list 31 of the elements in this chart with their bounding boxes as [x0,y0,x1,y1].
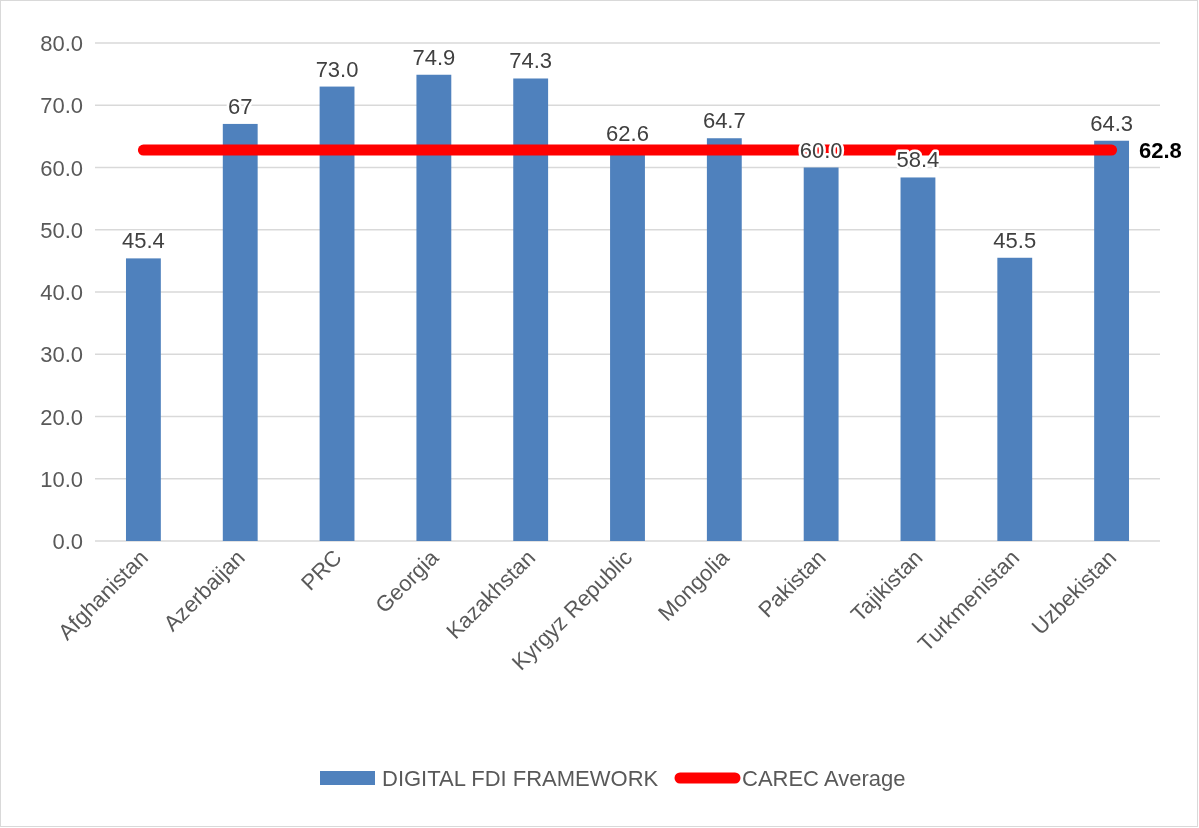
data-label: 73.0 [315,56,359,82]
bar [706,138,742,541]
y-tick-label: 50.0 [40,217,83,243]
y-tick-label: 20.0 [40,404,83,430]
y-tick-label: 30.0 [40,342,83,368]
legend-label: CAREC Average [742,766,906,791]
bar [1094,140,1130,541]
data-label: 67 [227,93,253,119]
data-label: 45.4 [122,228,165,254]
data-label: 74.9 [412,44,456,70]
bar [513,78,549,541]
bar [319,86,355,541]
y-tick-label: 80.0 [40,31,83,56]
y-tick-label: 70.0 [40,93,83,119]
bar [125,258,161,541]
data-label: 62.8 [1139,138,1182,164]
data-label: 45.5 [993,227,1037,253]
bar [416,74,452,541]
y-tick-label: 60.0 [40,155,83,181]
y-tick-label: 0.0 [52,529,83,554]
bar [900,177,936,541]
legend-label: DIGITAL FDI FRAMEWORK [382,766,659,791]
bar [803,167,839,541]
data-label: 62.6 [606,121,649,147]
bar [997,257,1033,541]
data-label: 64.7 [702,108,746,134]
data-label: 64.3 [1090,110,1134,136]
bar [222,123,258,541]
data-label: 74.3 [509,48,553,74]
y-tick-label: 10.0 [40,466,83,492]
y-tick-label: 40.0 [40,280,83,305]
